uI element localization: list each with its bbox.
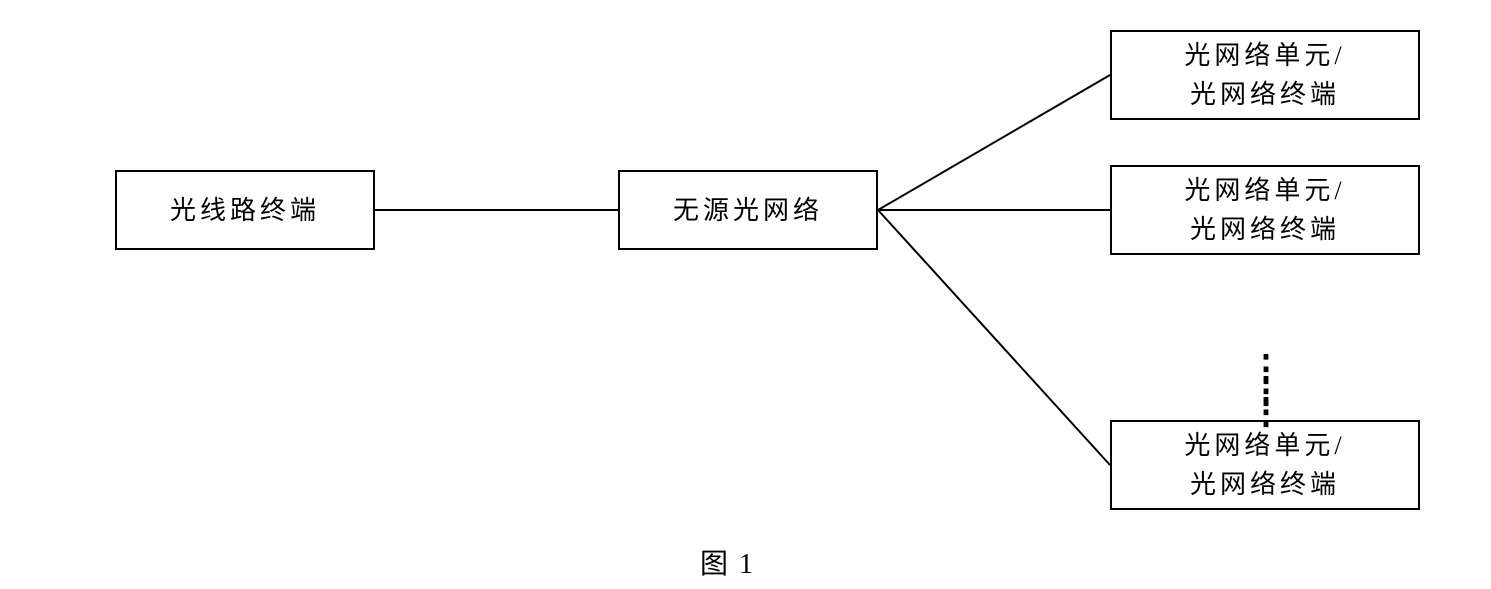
ellipsis-dots: ⋮ ⋮ ⋮ <box>1248 358 1284 423</box>
figure-caption: 图 1 <box>700 542 755 582</box>
edge-3 <box>878 210 1110 465</box>
node-onu3: 光网络单元/ 光网络终端 <box>1110 420 1420 510</box>
edge-1 <box>878 75 1110 210</box>
node-onu1: 光网络单元/ 光网络终端 <box>1110 30 1420 120</box>
node-olt: 光线路终端 <box>115 170 375 250</box>
node-onu2: 光网络单元/ 光网络终端 <box>1110 165 1420 255</box>
node-pon: 无源光网络 <box>618 170 878 250</box>
